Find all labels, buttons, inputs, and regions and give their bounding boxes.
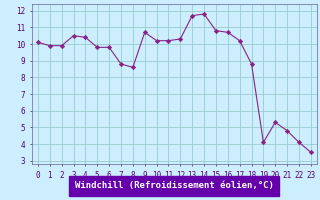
X-axis label: Windchill (Refroidissement éolien,°C): Windchill (Refroidissement éolien,°C) bbox=[75, 181, 274, 190]
